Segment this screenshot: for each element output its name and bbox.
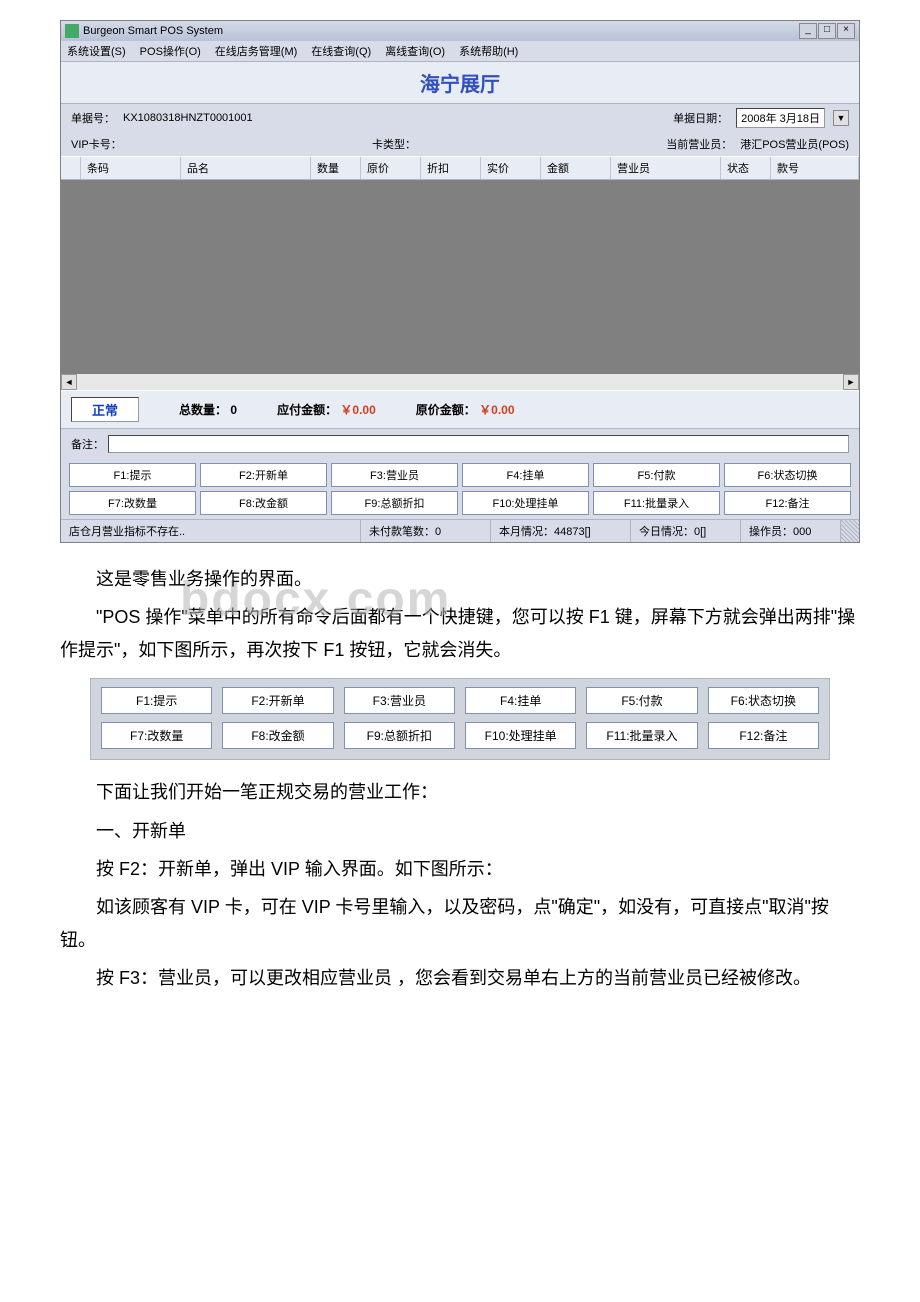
total-qty-value: 0: [230, 403, 237, 417]
window-buttons: _ □ ×: [799, 23, 855, 39]
orig-amount-label: 原价金额：: [416, 403, 476, 417]
scroll-track[interactable]: [77, 374, 843, 390]
col-realprice[interactable]: 实价: [481, 157, 541, 179]
remark-row: 备注：: [61, 429, 859, 459]
maximize-button[interactable]: □: [818, 23, 836, 39]
col-origprice[interactable]: 原价: [361, 157, 421, 179]
illus-f8: F8:改金额: [222, 722, 333, 749]
col-status[interactable]: 状态: [721, 157, 771, 179]
summary-row: 正常 总数量： 0 应付金额： ￥0.00 原价金额： ￥0.00: [61, 390, 859, 429]
menu-system[interactable]: 系统设置(S): [67, 43, 126, 59]
f4-button[interactable]: F4:挂单: [462, 463, 589, 487]
salesperson-label: 当前营业员：: [666, 136, 732, 152]
f8-button[interactable]: F8:改金额: [200, 491, 327, 515]
para-4: 一、开新单: [60, 815, 860, 847]
horizontal-scrollbar[interactable]: ◄ ►: [61, 374, 859, 390]
orig-amount-value: ￥0.00: [479, 403, 514, 417]
scroll-right-icon[interactable]: ►: [843, 374, 859, 390]
menu-help[interactable]: 系统帮助(H): [459, 43, 518, 59]
salesperson-value: 港汇POS营业员(POS): [740, 136, 849, 152]
para-7: 按 F3：营业员，可以更改相应营业员 ，您会看到交易单右上方的当前营业员已经被修…: [60, 962, 860, 994]
due-amount-label: 应付金额：: [277, 403, 337, 417]
document-content-2: 下面让我们开始一笔正规交易的营业工作： 一、开新单 按 F2：开新单，弹出 VI…: [60, 776, 860, 994]
function-keys: F1:提示 F2:开新单 F3:营业员 F4:挂单 F5:付款 F6:状态切换 …: [61, 459, 859, 519]
app-body: 海宁展厅 单据号： KX1080318HNZT0001001 单据日期： 200…: [61, 62, 859, 542]
pos-app-window: Burgeon Smart POS System _ □ × 系统设置(S) P…: [60, 20, 860, 543]
order-date-value[interactable]: 2008年 3月18日: [736, 108, 825, 128]
illus-f7: F7:改数量: [101, 722, 212, 749]
order-status: 正常: [71, 397, 139, 422]
illus-f1: F1:提示: [101, 687, 212, 714]
window-title: Burgeon Smart POS System: [83, 25, 799, 37]
status-month: 本月情况：44873[]: [491, 520, 631, 542]
illus-f5: F5:付款: [586, 687, 697, 714]
illus-f10: F10:处理挂单: [465, 722, 576, 749]
status-operator: 操作员：000: [741, 520, 841, 542]
order-no-label: 单据号：: [71, 110, 115, 126]
f9-button[interactable]: F9:总额折扣: [331, 491, 458, 515]
document-content: bdocx.com 这是零售业务操作的界面。 "POS 操作"菜单中的所有命令后…: [60, 563, 860, 666]
para-1: 这是零售业务操作的界面。: [60, 563, 860, 595]
due-amount-value: ￥0.00: [340, 403, 375, 417]
para-2: "POS 操作"菜单中的所有命令后面都有一个快捷键，您可以按 F1 键，屏幕下方…: [60, 601, 860, 666]
col-qty[interactable]: 数量: [311, 157, 361, 179]
f2-button[interactable]: F2:开新单: [200, 463, 327, 487]
table-body: ◄ ►: [61, 180, 859, 390]
store-name: 海宁展厅: [420, 74, 500, 96]
f1-button[interactable]: F1:提示: [69, 463, 196, 487]
f3-button[interactable]: F3:营业员: [331, 463, 458, 487]
menu-store[interactable]: 在线店务管理(M): [215, 43, 298, 59]
f7-button[interactable]: F7:改数量: [69, 491, 196, 515]
vip-info-row: VIP卡号： 卡类型： 当前营业员： 港汇POS营业员(POS): [61, 132, 859, 156]
status-today: 今日情况：0[]: [631, 520, 741, 542]
para-5: 按 F2：开新单，弹出 VIP 输入界面。如下图所示：: [60, 853, 860, 885]
remark-label: 备注：: [71, 436, 104, 452]
menu-pos[interactable]: POS操作(O): [140, 43, 201, 59]
status-bar: 店仓月营业指标不存在.. 未付款笔数：0 本月情况：44873[] 今日情况：0…: [61, 519, 859, 542]
menu-offline-query[interactable]: 离线查询(O): [385, 43, 445, 59]
col-barcode[interactable]: 条码: [81, 157, 181, 179]
f5-button[interactable]: F5:付款: [593, 463, 720, 487]
f6-button[interactable]: F6:状态切换: [724, 463, 851, 487]
store-header: 海宁展厅: [61, 62, 859, 104]
resize-grip-icon[interactable]: [841, 520, 859, 542]
order-info-row: 单据号： KX1080318HNZT0001001 单据日期： 2008年 3月…: [61, 104, 859, 132]
illus-f4: F4:挂单: [465, 687, 576, 714]
order-date-label: 单据日期：: [673, 110, 728, 126]
illus-f2: F2:开新单: [222, 687, 333, 714]
scroll-left-icon[interactable]: ◄: [61, 374, 77, 390]
app-icon: [65, 24, 79, 38]
col-discount[interactable]: 折扣: [421, 157, 481, 179]
date-dropdown-icon[interactable]: ▼: [833, 110, 849, 126]
illus-f9: F9:总额折扣: [344, 722, 455, 749]
col-name[interactable]: 品名: [181, 157, 311, 179]
illus-f3: F3:营业员: [344, 687, 455, 714]
vip-label: VIP卡号：: [71, 136, 122, 152]
f10-button[interactable]: F10:处理挂单: [462, 491, 589, 515]
f11-button[interactable]: F11:批量录入: [593, 491, 720, 515]
illus-f6: F6:状态切换: [708, 687, 819, 714]
table-header: 条码 品名 数量 原价 折扣 实价 金额 营业员 状态 款号: [61, 156, 859, 180]
cardtype-label: 卡类型：: [372, 136, 416, 152]
status-unpaid: 未付款笔数：0: [361, 520, 491, 542]
col-amount[interactable]: 金额: [541, 157, 611, 179]
remark-input[interactable]: [108, 435, 849, 453]
col-sales[interactable]: 营业员: [611, 157, 721, 179]
order-no-value: KX1080318HNZT0001001: [123, 112, 253, 124]
menu-bar: 系统设置(S) POS操作(O) 在线店务管理(M) 在线查询(Q) 离线查询(…: [61, 41, 859, 62]
illus-f12: F12:备注: [708, 722, 819, 749]
title-bar: Burgeon Smart POS System _ □ ×: [61, 21, 859, 41]
total-qty-label: 总数量：: [179, 403, 227, 417]
col-sku[interactable]: 款号: [771, 157, 859, 179]
para-6: 如该顾客有 VIP 卡，可在 VIP 卡号里输入，以及密码，点"确定"，如没有，…: [60, 891, 860, 956]
function-keys-illustration: F1:提示 F2:开新单 F3:营业员 F4:挂单 F5:付款 F6:状态切换 …: [90, 678, 830, 760]
status-store-target: 店仓月营业指标不存在..: [61, 520, 361, 542]
illus-f11: F11:批量录入: [586, 722, 697, 749]
f12-button[interactable]: F12:备注: [724, 491, 851, 515]
close-button[interactable]: ×: [837, 23, 855, 39]
menu-online-query[interactable]: 在线查询(Q): [311, 43, 371, 59]
minimize-button[interactable]: _: [799, 23, 817, 39]
para-3: 下面让我们开始一笔正规交易的营业工作：: [60, 776, 860, 808]
